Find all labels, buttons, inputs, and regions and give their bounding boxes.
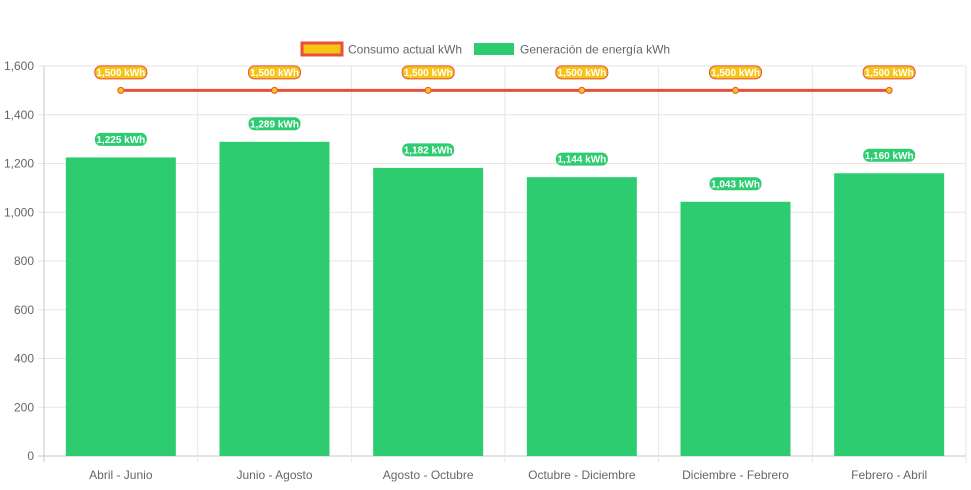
generation-bar (834, 173, 945, 456)
consumption-data-label: 1,500 kWh (711, 68, 760, 79)
generation-data-label: 1,182 kWh (404, 145, 453, 156)
legend-item-generation[interactable]: Generación de energía kWh (474, 43, 670, 57)
consumption-data-label-bg (248, 65, 301, 80)
legend-label-consumption: Consumo actual kWh (348, 43, 462, 57)
y-tick-label: 1,600 (4, 59, 34, 73)
y-tick-label: 1,000 (4, 205, 34, 219)
consumption-point (271, 86, 278, 94)
x-tick-label: Febrero - Abril (851, 468, 927, 482)
consumption-data-label: 1,500 kWh (404, 68, 453, 79)
y-tick-label: 0 (27, 449, 34, 463)
consumption-data-label-bg (709, 65, 762, 80)
generation-bar (373, 167, 484, 456)
x-tick-label: Junio - Agosto (236, 468, 312, 482)
generation-bar (526, 177, 637, 456)
consumption-data-label: 1,500 kWh (96, 68, 145, 79)
x-tick-label: Octubre - Diciembre (528, 468, 636, 482)
generation-bar (65, 157, 176, 456)
y-tick-label: 600 (14, 303, 34, 317)
generation-data-label: 1,144 kWh (557, 155, 606, 166)
generation-data-label: 1,043 kWh (711, 179, 760, 190)
legend-swatch-consumption (300, 41, 344, 57)
x-tick-label: Abril - Junio (89, 468, 153, 482)
x-tick-label: Agosto - Octubre (383, 468, 474, 482)
legend: Consumo actual kWh Generación de energía… (300, 41, 670, 57)
generation-bars (65, 141, 945, 456)
legend-item-consumption[interactable]: Consumo actual kWh (300, 41, 462, 57)
grid-lines (38, 65, 967, 462)
legend-swatch-generation (474, 43, 514, 55)
x-tick-label: Diciembre - Febrero (682, 468, 789, 482)
consumption-data-label: 1,500 kWh (865, 68, 914, 79)
generation-data-label-bg (94, 132, 147, 146)
legend-label-generation: Generación de energía kWh (520, 43, 670, 57)
y-tick-label: 400 (14, 352, 34, 366)
axes: 0 200 400 600 800 1,000 1,200 1,400 1,600 Abril -… (4, 59, 927, 482)
consumption-data-label-bg (555, 65, 609, 80)
y-tick-label: 1,400 (4, 108, 34, 122)
consumption-data-label: 1,500 kWh (250, 68, 299, 79)
generation-data-label-bg (863, 148, 916, 162)
y-tick-label: 800 (14, 254, 34, 268)
data-labels: 1,225 kWh 1,289 kWh 1,182 kWh 1,144 kWh 1,04… (94, 65, 916, 191)
generation-bar (219, 141, 330, 456)
generation-bar (680, 201, 791, 456)
y-tick-label: 200 (14, 400, 34, 414)
consumption-data-label: 1,500 kWh (557, 68, 606, 79)
consumption-point (424, 86, 432, 94)
generation-data-label: 1,225 kWh (96, 135, 145, 146)
consumption-point (117, 86, 125, 94)
consumption-point (885, 86, 893, 94)
consumption-data-label-bg (401, 65, 455, 80)
generation-data-label-bg (709, 177, 762, 191)
consumption-data-label-bg (94, 65, 148, 80)
generation-data-label: 1,289 kWh (250, 119, 299, 130)
generation-data-label-bg (402, 143, 455, 157)
generation-data-label: 1,160 kWh (865, 151, 914, 162)
consumption-line (117, 86, 893, 94)
generation-data-label-bg (248, 117, 301, 131)
generation-data-label-bg (555, 152, 608, 166)
consumption-data-label-bg (862, 65, 916, 80)
consumption-point (578, 86, 586, 94)
y-tick-label: 1,200 (4, 157, 34, 171)
consumption-point (732, 86, 739, 94)
